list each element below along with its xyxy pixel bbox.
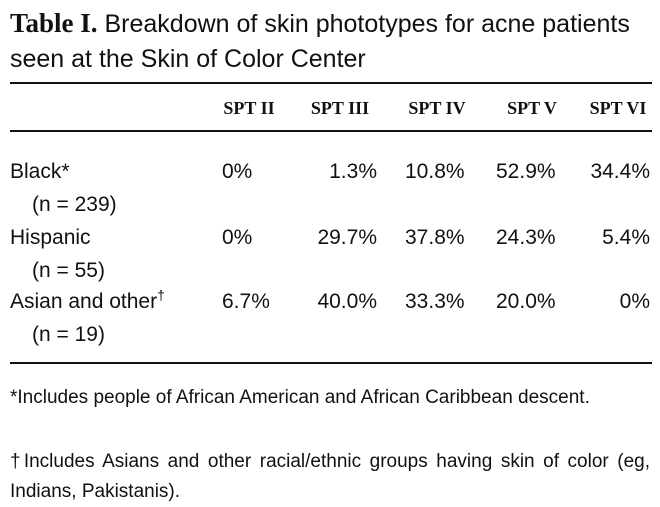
table-cell: 33.3% (405, 290, 465, 313)
table-caption: Table I. Breakdown of skin phototypes fo… (10, 6, 650, 77)
row-label: Hispanic (10, 226, 91, 250)
row-label-text: Black* (10, 160, 70, 183)
column-header: SPT III (310, 98, 370, 118)
table-cell: 0% (619, 290, 650, 313)
row-n: (n = 55) (32, 259, 105, 282)
footnote: †Includes Asians and other racial/ethnic… (10, 451, 650, 502)
table-cell: 34.4% (590, 160, 650, 183)
table-cell: 6.7% (222, 290, 270, 313)
table-cell: 52.9% (496, 160, 556, 183)
row-label: Black* (10, 160, 70, 184)
table-cell: 24.3% (496, 226, 556, 249)
table-cell: 5.4% (602, 226, 650, 249)
table-label: Table I. (10, 8, 98, 38)
column-header: SPT V (507, 98, 557, 118)
footnote-marker: † (157, 287, 165, 303)
row-label: Asian and other† (10, 287, 165, 314)
header-rule (10, 130, 652, 132)
top-rule (10, 82, 652, 84)
bottom-rule (10, 362, 652, 364)
row-n: (n = 239) (32, 193, 117, 216)
table-cell: 40.0% (317, 290, 377, 313)
table-cell: 20.0% (496, 290, 556, 313)
table-cell: 1.3% (329, 160, 377, 183)
table-cell: 0% (222, 226, 253, 249)
row-label-text: Asian and other (10, 290, 158, 313)
table-cell: 0% (222, 160, 253, 183)
footnote: *Includes people of African American and… (10, 387, 590, 408)
table-cell: 37.8% (405, 226, 465, 249)
table-cell: 29.7% (317, 226, 377, 249)
row-label-text: Hispanic (10, 226, 91, 249)
column-header: SPT II (223, 98, 275, 118)
caption-text: Breakdown of skin phototypes for acne pa… (10, 10, 630, 73)
row-n: (n = 19) (32, 323, 105, 346)
column-header: SPT VI (589, 98, 647, 118)
column-header: SPT IV (408, 98, 466, 118)
table-cell: 10.8% (405, 160, 465, 183)
